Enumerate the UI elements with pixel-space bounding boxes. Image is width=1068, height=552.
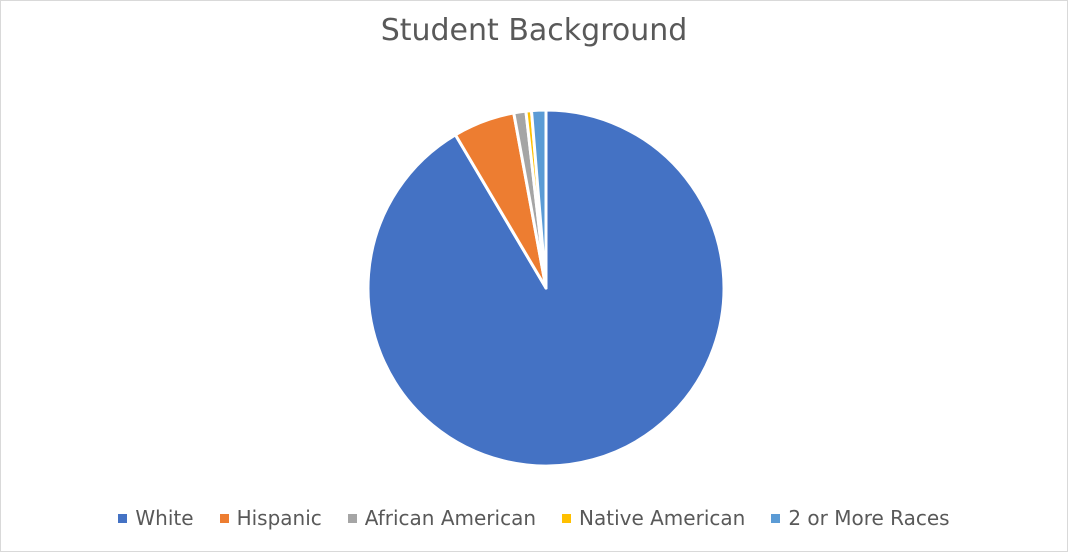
legend: White Hispanic African American Native Amer… — [1, 506, 1067, 530]
legend-label: 2 or More Races — [788, 506, 950, 530]
legend-swatch — [347, 513, 357, 523]
legend-item-hispanic: Hispanic — [219, 506, 322, 530]
legend-swatch — [219, 513, 229, 523]
legend-swatch — [771, 513, 781, 523]
legend-swatch — [562, 513, 572, 523]
legend-label: Native American — [579, 506, 746, 530]
legend-item-native-american: Native American — [562, 506, 745, 530]
legend-item-african-american: African American — [347, 506, 537, 530]
legend-item-white: White — [118, 506, 194, 530]
legend-label: African American — [364, 506, 537, 530]
legend-label: Hispanic — [236, 506, 322, 530]
pie-slice-2-or-more-races — [529, 108, 548, 290]
legend-swatch — [118, 513, 128, 523]
legend-item-2-or-more-races: 2 or More Races — [771, 506, 950, 530]
legend-label: White — [135, 506, 194, 530]
chart-title: Student Background — [380, 13, 688, 48]
